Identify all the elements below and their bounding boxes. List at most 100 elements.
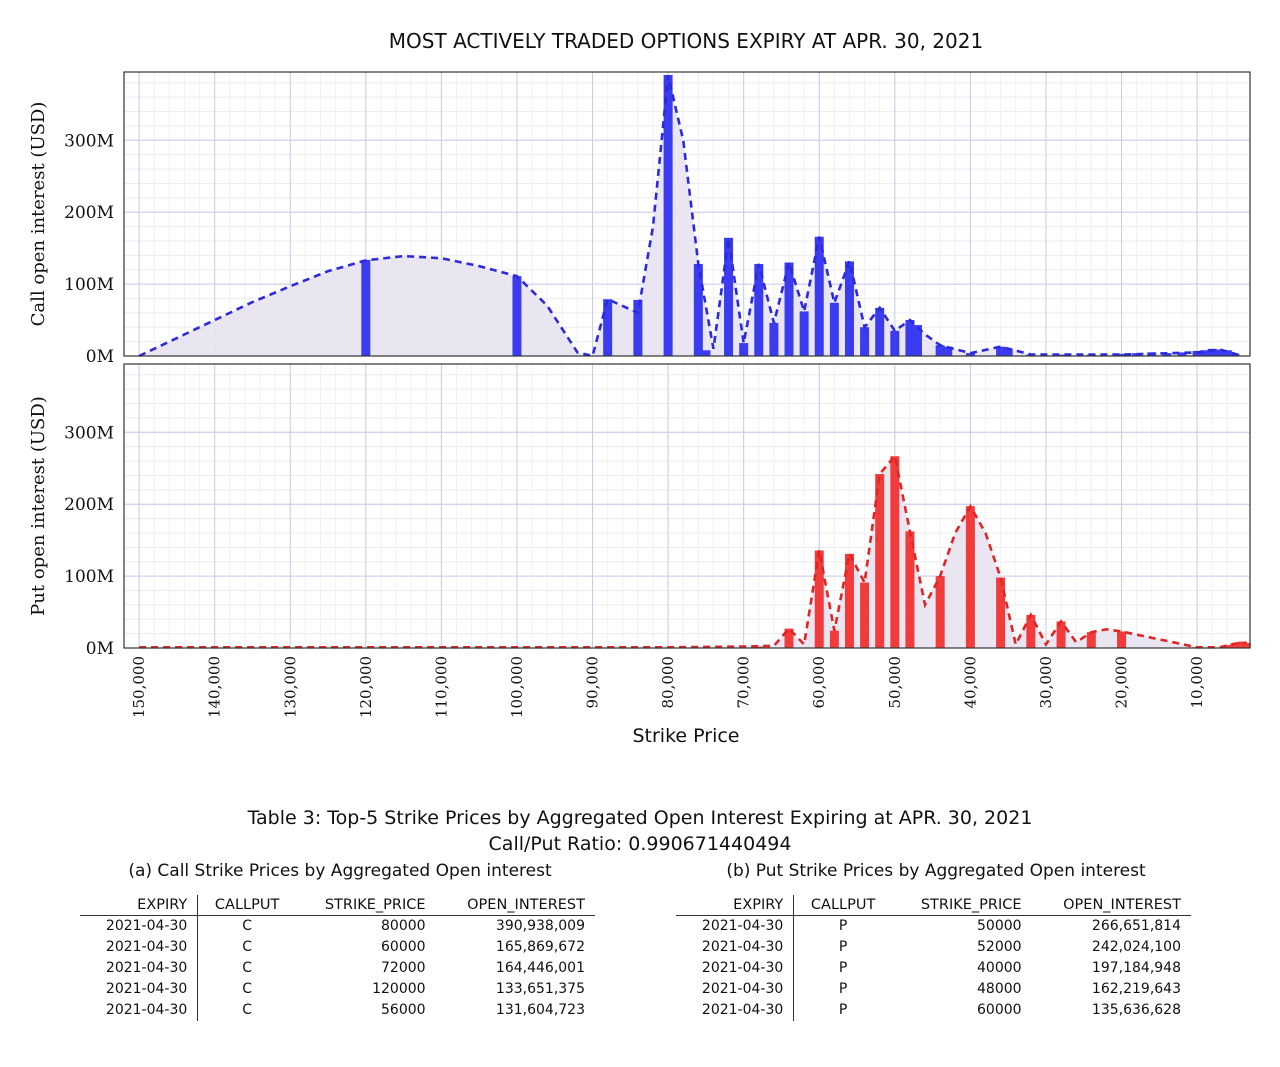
col-open-interest: OPEN_INTEREST — [1031, 895, 1191, 916]
chart-title: MOST ACTIVELY TRADED OPTIONS EXPIRY AT A… — [389, 29, 983, 53]
y-tick-label: 300M — [64, 423, 114, 443]
put-panel: 0M 100M 200M 300M Put open interest (USD) — [28, 363, 1251, 659]
put-table-body: 2021-04-30 P 50000 266,651,814 2021-04-30 P 52… — [676, 915, 1191, 1021]
put-bar — [890, 456, 900, 648]
call-bar — [905, 320, 915, 356]
cell-callput: P — [838, 939, 848, 955]
cell-callput: C — [242, 939, 253, 955]
call-bar — [1222, 350, 1232, 356]
cell-open-interest: 197,184,948 — [1091, 960, 1181, 976]
cell-strike-price: 120000 — [372, 981, 426, 997]
call-table: EXPIRY CALLPUT STRIKE_PRICE OPEN_INTERES… — [80, 895, 595, 1021]
cell-expiry: 2021-04-30 — [676, 915, 795, 937]
call-bar — [739, 343, 749, 356]
call-trend-line — [138, 75, 1243, 358]
cell-callput: P — [838, 960, 848, 976]
cell-expiry: 2021-04-30 — [676, 958, 795, 979]
table-row: 2021-04-30 C 56000 131,604,723 — [80, 1000, 595, 1021]
cell-callput: C — [242, 1002, 253, 1018]
call-bar — [1215, 349, 1225, 356]
put-table-caption: (b) Put Strike Prices by Aggregated Open… — [726, 861, 1146, 881]
cell-expiry: 2021-04-30 — [80, 958, 199, 979]
cell-callput: P — [838, 918, 848, 934]
put-bar — [1086, 632, 1096, 648]
put-bar — [1230, 643, 1240, 648]
col-expiry: EXPIRY — [80, 895, 199, 916]
x-axis-label: Strike Price — [632, 725, 739, 747]
put-bar — [829, 630, 839, 648]
x-tick-label: 50,000 — [886, 656, 904, 709]
put-bar — [996, 577, 1006, 648]
call-bar — [814, 236, 824, 356]
cell-open-interest: 242,024,100 — [1091, 939, 1181, 955]
put-bar — [844, 553, 854, 648]
y-tick-label: 100M — [64, 567, 114, 587]
call-bar — [996, 346, 1006, 356]
cell-callput: C — [242, 960, 253, 976]
cell-strike-price: 48000 — [977, 981, 1022, 997]
put-table: EXPIRY CALLPUT STRIKE_PRICE OPEN_INTERES… — [676, 895, 1191, 1021]
x-tick-label: 60,000 — [810, 656, 828, 709]
tables-section: Table 3: Top-5 Strike Prices by Aggregat… — [0, 805, 1280, 1021]
call-bar — [701, 350, 711, 356]
call-bar — [1003, 348, 1013, 356]
put-bar — [875, 474, 885, 648]
call-bar — [844, 261, 854, 356]
put-bar — [784, 628, 794, 648]
call-bar — [603, 299, 613, 356]
put-bar — [965, 506, 975, 648]
call-bar — [1200, 350, 1210, 356]
call-area — [139, 75, 1243, 356]
y-tick-label: 100M — [64, 275, 114, 295]
x-tick-label: 30,000 — [1037, 656, 1055, 709]
cell-open-interest: 164,446,001 — [495, 960, 585, 976]
put-bar — [1056, 621, 1066, 648]
call-bar — [1207, 348, 1217, 356]
call-bar — [512, 276, 522, 356]
y-tick-label: 200M — [64, 203, 114, 223]
cell-strike-price: 80000 — [381, 918, 426, 934]
cell-expiry: 2021-04-30 — [80, 937, 199, 958]
cell-callput: P — [838, 981, 848, 997]
y-tick-label: 0M — [86, 639, 114, 659]
call-bar — [769, 322, 779, 356]
call-table-block: (a) Call Strike Prices by Aggregated Ope… — [80, 861, 600, 1021]
call-bar — [633, 299, 643, 356]
x-tick-label: 120,000 — [357, 656, 375, 718]
x-tick-label: 40,000 — [961, 656, 979, 709]
cell-open-interest: 131,604,723 — [495, 1002, 585, 1018]
x-tick-label: 100,000 — [508, 656, 526, 718]
put-frame — [123, 363, 1251, 649]
cell-strike-price: 72000 — [381, 960, 426, 976]
col-strike-price: STRIKE_PRICE — [295, 895, 436, 916]
call-table-body: 2021-04-30 C 80000 390,938,009 2021-04-30 C 60… — [80, 915, 595, 1021]
col-expiry: EXPIRY — [676, 895, 795, 916]
cell-strike-price: 60000 — [977, 1002, 1022, 1018]
call-bar — [1056, 354, 1066, 356]
call-bar — [784, 262, 794, 356]
call-bar — [1177, 352, 1187, 356]
cell-expiry: 2021-04-30 — [676, 1000, 795, 1021]
x-tick-label: 110,000 — [432, 656, 450, 718]
call-y-axis-label: Call open interest (USD) — [28, 102, 49, 327]
x-axis-ticks: 150,000 140,000 130,000 120,000 110,000 100,0… — [130, 656, 1206, 718]
put-bar — [1026, 614, 1036, 648]
options-chart: MOST ACTIVELY TRADED OPTIONS EXPIRY AT A… — [28, 29, 1251, 747]
col-callput: CALLPUT — [793, 895, 892, 916]
call-bar — [935, 345, 945, 356]
col-callput: CALLPUT — [197, 895, 296, 916]
table-row: 2021-04-30 C 72000 164,446,001 — [80, 958, 595, 979]
x-tick-label: 140,000 — [206, 656, 224, 718]
cell-open-interest: 165,869,672 — [495, 939, 585, 955]
cell-callput: C — [242, 981, 253, 997]
call-frame — [123, 71, 1251, 357]
x-tick-label: 10,000 — [1188, 656, 1206, 709]
call-bar — [693, 263, 703, 356]
cell-open-interest: 390,938,009 — [495, 918, 585, 934]
table-row: 2021-04-30 P 40000 197,184,948 — [676, 958, 1191, 979]
cell-expiry: 2021-04-30 — [676, 979, 795, 1000]
put-bar — [860, 582, 870, 648]
cell-strike-price: 50000 — [977, 918, 1022, 934]
put-bar — [905, 531, 915, 648]
x-tick-label: 150,000 — [130, 656, 148, 718]
